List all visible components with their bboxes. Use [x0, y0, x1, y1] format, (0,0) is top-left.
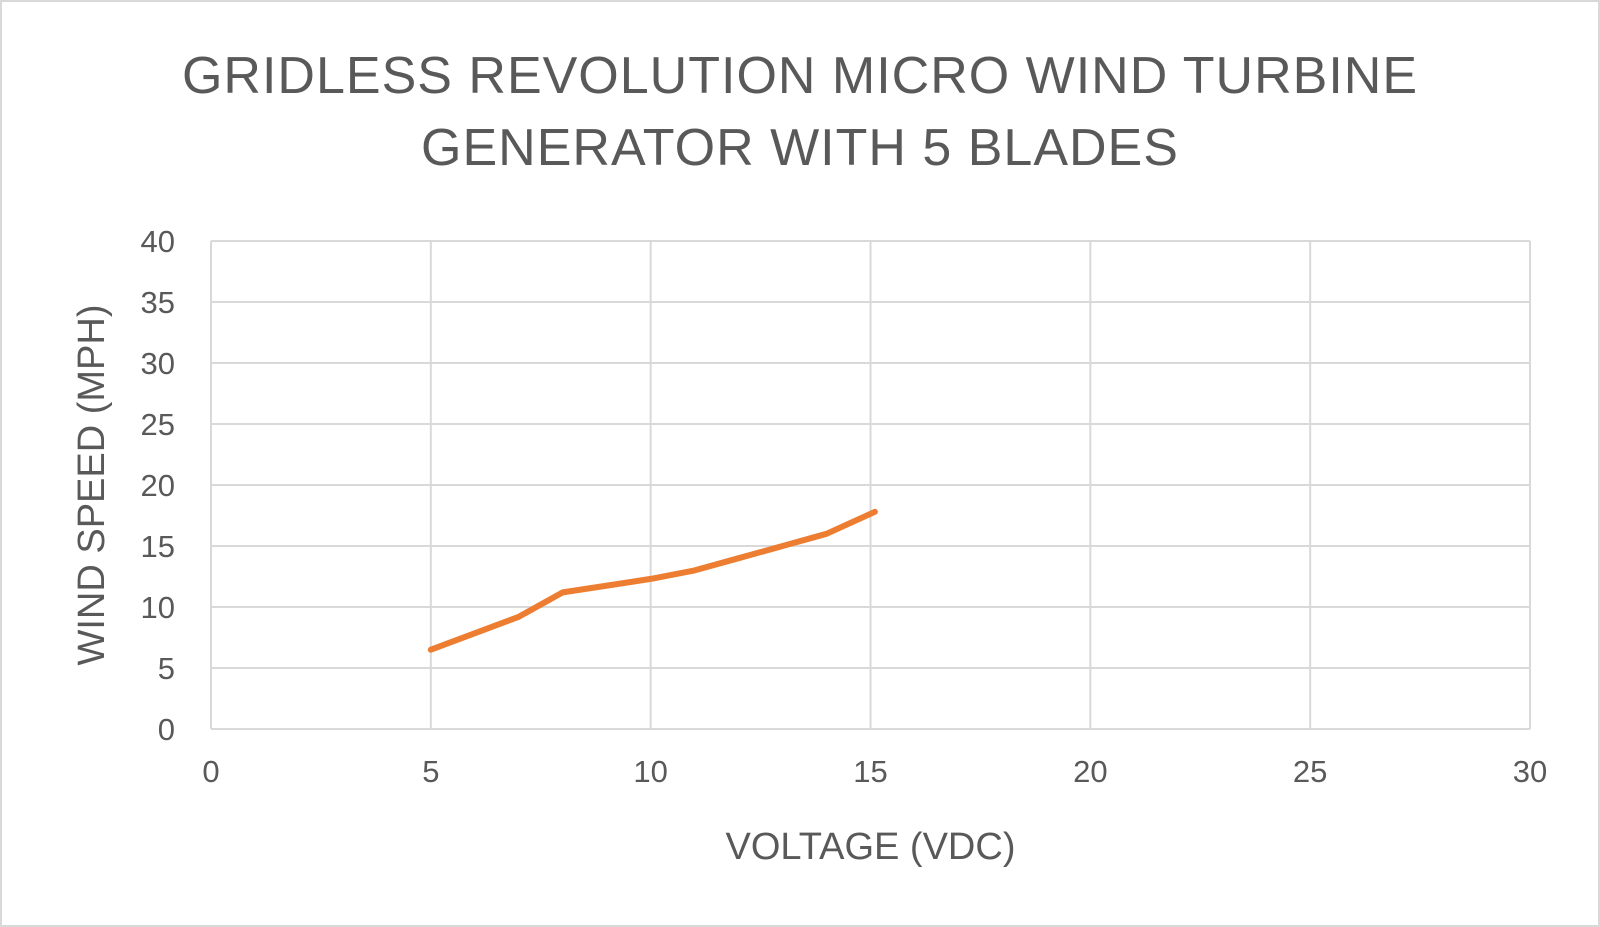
y-tick-labels: 0 5 10 15 20 25 30 35 40 [141, 224, 175, 747]
y-tick-label: 25 [141, 407, 175, 442]
y-tick-label: 20 [141, 468, 175, 503]
y-tick-label: 15 [141, 529, 175, 564]
x-tick-label: 25 [1293, 754, 1327, 789]
x-tick-label: 5 [422, 754, 439, 789]
x-tick-label: 10 [633, 754, 667, 789]
y-tick-label: 0 [158, 712, 175, 747]
y-tick-label: 5 [158, 651, 175, 686]
gridlines [210, 240, 1531, 730]
x-tick-label: 0 [202, 754, 219, 789]
y-tick-label: 30 [141, 346, 175, 381]
chart-title: GRIDLESS REVOLUTION MICRO WIND TURBINE G… [0, 40, 1600, 184]
series-layer [427, 508, 878, 653]
y-tick-label: 40 [141, 224, 175, 259]
x-tick-label: 20 [1073, 754, 1107, 789]
y-axis-title: WIND SPEED (MPH) [71, 305, 113, 666]
chart-title-line-1: GRIDLESS REVOLUTION MICRO WIND TURBINE [181, 47, 1419, 105]
x-axis-title: VOLTAGE (VDC) [726, 826, 1016, 868]
series-line [427, 508, 878, 653]
y-tick-label: 10 [141, 590, 175, 625]
chart-title-line-2: GENERATOR WITH 5 BLADES [421, 119, 1179, 177]
x-tick-label: 30 [1513, 754, 1547, 789]
y-tick-label: 35 [141, 285, 175, 320]
x-tick-label: 15 [853, 754, 887, 789]
x-tick-labels: 0 5 10 15 20 25 30 [202, 754, 1547, 789]
